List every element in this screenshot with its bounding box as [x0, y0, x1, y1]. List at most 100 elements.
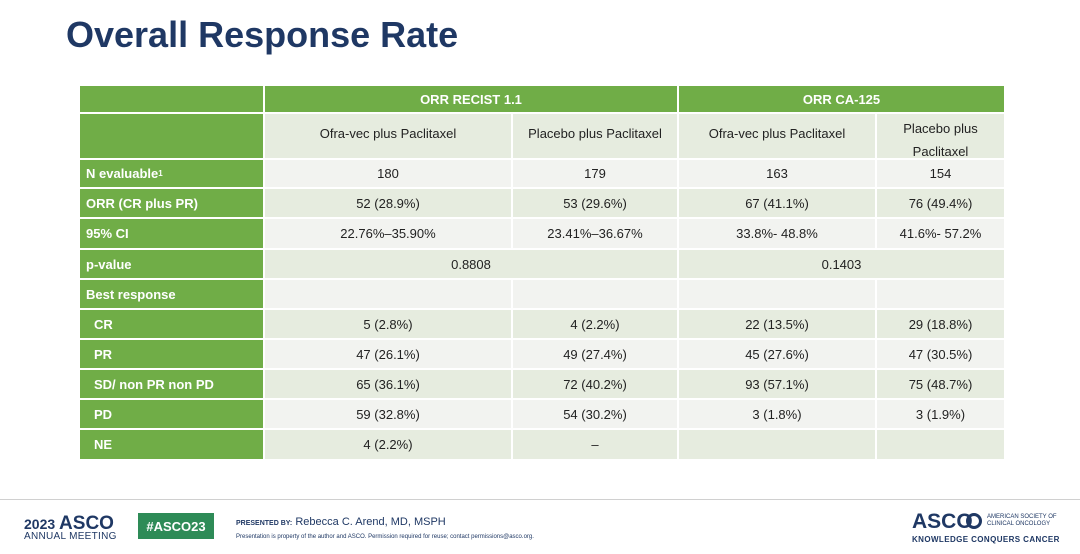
table-cell: 76 (49.4%): [877, 189, 1006, 219]
cell-text: Placebo plus Paclitaxel: [903, 121, 978, 159]
cell-text: 29 (18.8%): [908, 316, 973, 332]
row-label: CR: [80, 310, 265, 340]
logo-subtitle: AMERICAN SOCIETY OF CLINICAL ONCOLOGY: [987, 514, 1057, 527]
table-cell: 22 (13.5%): [679, 310, 877, 340]
table-cell: [513, 280, 679, 310]
cell-text: 0.8808: [451, 256, 491, 272]
row-label: p-value: [80, 250, 265, 280]
cell-text: 0.1403: [821, 256, 862, 272]
cell-text: PD: [94, 406, 113, 422]
cell-text: SD/ non PR non PD: [94, 376, 214, 392]
column-header: Ofra-vec plus Paclitaxel: [679, 114, 877, 160]
cell-text: 67 (41.1%): [745, 195, 809, 211]
cell-text: 95% CI: [86, 226, 129, 241]
cell-text: 154: [929, 166, 952, 181]
cell-text: 76 (49.4%): [908, 195, 973, 211]
header-cell: [80, 114, 265, 160]
row-label: ORR (CR plus PR): [80, 189, 265, 219]
meeting-brand: ASCO: [59, 513, 114, 534]
table-cell: [265, 280, 513, 310]
table-cell: 52 (28.9%): [265, 189, 513, 219]
table-cell: 0.8808: [265, 250, 679, 280]
table-cell: –: [513, 430, 679, 461]
row-label: Best response: [80, 280, 265, 310]
cell-text: N evaluable: [86, 166, 159, 181]
table-cell: 72 (40.2%): [513, 370, 679, 400]
column-header: Ofra-vec plus Paclitaxel: [265, 114, 513, 160]
cell-text: 45 (27.6%): [745, 346, 809, 362]
table-cell: [679, 430, 877, 461]
logo-text: ASCO: [912, 510, 973, 533]
table-cell: 67 (41.1%): [679, 189, 877, 219]
cell-text: 180: [377, 166, 399, 181]
table-cell: [877, 280, 1006, 310]
hashtag: #ASCO23: [138, 513, 214, 539]
cell-text: 5 (2.8%): [363, 316, 413, 332]
table-cell: 54 (30.2%): [513, 400, 679, 430]
cell-text: 72 (40.2%): [563, 376, 627, 392]
cell-text: 47 (26.1%): [356, 346, 420, 362]
table-cell: 49 (27.4%): [513, 340, 679, 370]
cell-text: 75 (48.7%): [908, 376, 973, 392]
presenter-line: PRESENTED BY: Rebecca C. Arend, MD, MSPH: [236, 516, 446, 528]
footnote-mark: 1: [158, 169, 163, 178]
cell-text: –: [591, 437, 599, 452]
cell-text: 33.8%- 48.8%: [736, 226, 818, 241]
row-label: NE: [80, 430, 265, 461]
table-cell: 154: [877, 160, 1006, 189]
disclaimer: Presentation is property of the author a…: [236, 534, 534, 540]
tagline: KNOWLEDGE CONQUERS CANCER: [912, 535, 1060, 544]
row-label: PR: [80, 340, 265, 370]
row-label: N evaluable 1: [80, 160, 265, 189]
table-cell: 3 (1.8%): [679, 400, 877, 430]
logo-symbol: [966, 513, 982, 529]
table-cell: 93 (57.1%): [679, 370, 877, 400]
cell-text: 41.6%- 57.2%: [899, 226, 982, 241]
cell-text: Placebo plus Paclitaxel: [528, 126, 662, 141]
presenter: Rebecca C. Arend, MD, MSPH: [295, 516, 446, 528]
table-cell: 4 (2.2%): [513, 310, 679, 340]
cell-text: NE: [94, 437, 113, 452]
group-header: ORR RECIST 1.1: [265, 86, 679, 114]
table-cell: 41.6%- 57.2%: [877, 219, 1006, 250]
table-cell: 5 (2.8%): [265, 310, 513, 340]
table-cell: 59 (32.8%): [265, 400, 513, 430]
cell-text: 4 (2.2%): [363, 437, 413, 452]
column-header: Placebo plus Paclitaxel: [877, 114, 1006, 160]
cell-text: 163: [766, 166, 788, 181]
cell-text: 93 (57.1%): [745, 376, 809, 392]
cell-text: Ofra-vec plus Paclitaxel: [319, 126, 457, 141]
cell-text: p-value: [86, 256, 132, 272]
title: Overall Response Rate: [66, 14, 459, 55]
cell-text: 22 (13.5%): [745, 316, 809, 332]
table-cell: 75 (48.7%): [877, 370, 1006, 400]
meeting-logo: 2023 ASCO: [24, 513, 114, 535]
cell-text: ORR (CR plus PR): [86, 195, 198, 211]
table-cell: 65 (36.1%): [265, 370, 513, 400]
cell-text: 65 (36.1%): [356, 376, 420, 392]
cell-text: Best response: [86, 286, 176, 302]
table-cell: 22.76%–35.90%: [265, 219, 513, 250]
cell-text: 3 (1.8%): [752, 406, 802, 422]
table-cell: 4 (2.2%): [265, 430, 513, 461]
table-cell: 3 (1.9%): [877, 400, 1006, 430]
meeting-year: 2023: [24, 516, 56, 532]
cell-text: 179: [584, 166, 606, 181]
table-cell: [679, 280, 877, 310]
table-cell: 179: [513, 160, 679, 189]
table-cell: [877, 430, 1006, 461]
cell-text: 22.76%–35.90%: [340, 226, 436, 241]
table-cell: 0.1403: [679, 250, 1006, 280]
cell-text: ORR CA-125: [802, 91, 881, 107]
table-cell: 47 (30.5%): [877, 340, 1006, 370]
table-cell: 47 (26.1%): [265, 340, 513, 370]
cell-text: 53 (29.6%): [563, 195, 627, 211]
cell-text: CR: [94, 316, 113, 332]
cell-text: 49 (27.4%): [563, 346, 627, 362]
footer-rule: [0, 499, 1080, 500]
meeting-name: ANNUAL MEETING: [24, 531, 117, 542]
table-cell: 180: [265, 160, 513, 189]
row-label: SD/ non PR non PD: [80, 370, 265, 400]
cell-text: 3 (1.9%): [915, 406, 966, 422]
